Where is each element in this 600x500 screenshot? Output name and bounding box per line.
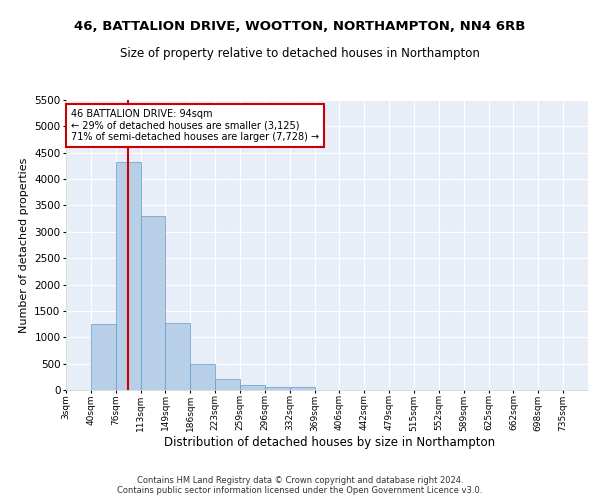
Bar (240, 386, 265, 390)
Text: Contains HM Land Registry data © Crown copyright and database right 2024.
Contai: Contains HM Land Registry data © Crown c… (118, 476, 482, 495)
Bar (190, 364, 215, 390)
Bar (116, 162, 140, 390)
Text: 46, BATTALION DRIVE, WOOTTON, NORTHAMPTON, NN4 6RB: 46, BATTALION DRIVE, WOOTTON, NORTHAMPTO… (74, 20, 526, 33)
Bar (140, 216, 166, 390)
Bar (91, 324, 116, 390)
Text: 46 BATTALION DRIVE: 94sqm
← 29% of detached houses are smaller (3,125)
71% of se: 46 BATTALION DRIVE: 94sqm ← 29% of detac… (71, 108, 319, 142)
Y-axis label: Number of detached properties: Number of detached properties (19, 158, 29, 332)
Bar (290, 387, 314, 390)
Bar (215, 378, 240, 390)
Text: Size of property relative to detached houses in Northampton: Size of property relative to detached ho… (120, 48, 480, 60)
Bar (265, 387, 290, 390)
Bar (166, 322, 190, 390)
Text: Distribution of detached houses by size in Northampton: Distribution of detached houses by size … (164, 436, 496, 449)
